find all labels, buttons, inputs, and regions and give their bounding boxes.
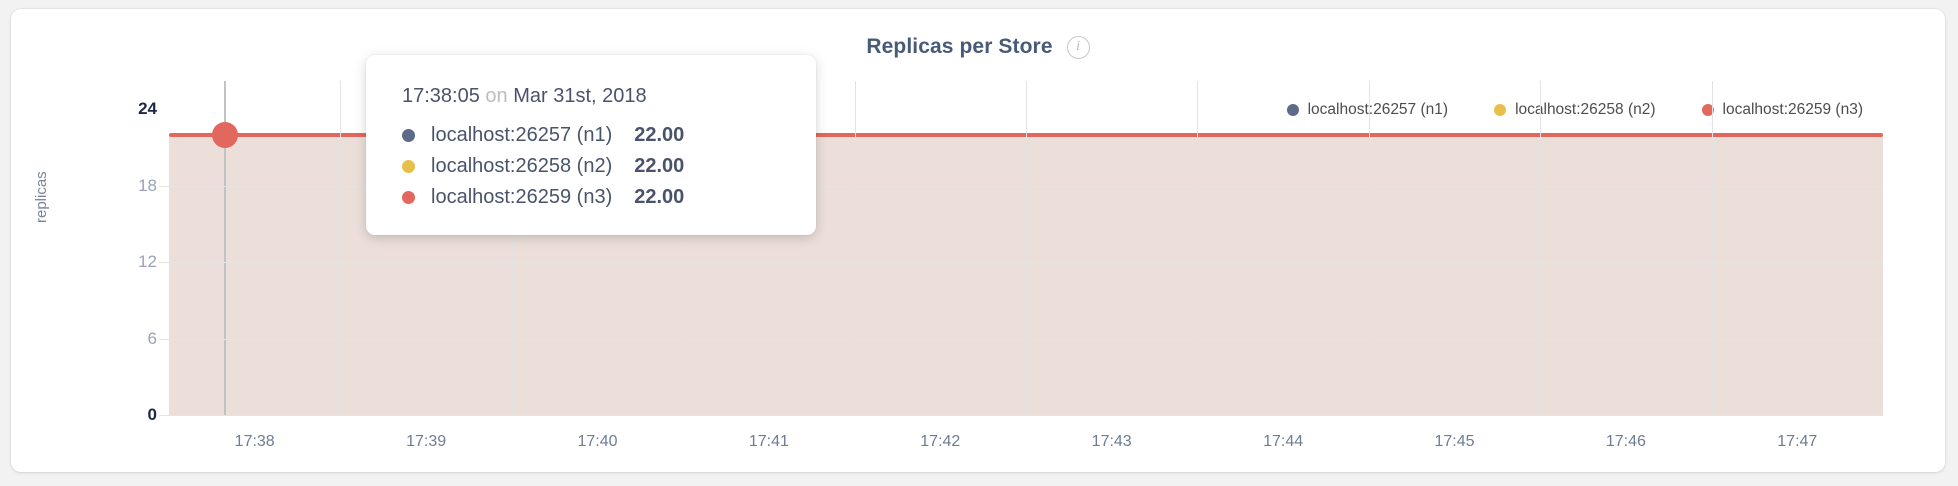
x-axis-tick-label: 17:47 — [1777, 433, 1818, 450]
x-axis-tick-label: 17:38 — [234, 433, 275, 450]
legend-item-label: localhost:26257 (n1) — [1307, 101, 1449, 118]
chart-legend: localhost:26257 (n1) localhost:26258 (n2)… — [1286, 101, 1863, 119]
legend-item[interactable]: localhost:26258 (n2) — [1494, 101, 1656, 119]
axis-baseline — [159, 415, 1883, 416]
gridline-vertical — [1711, 81, 1713, 415]
x-axis-tick-label: 17:44 — [1263, 433, 1304, 450]
legend-item-label: localhost:26258 (n2) — [1515, 101, 1656, 118]
gridline-vertical — [1026, 81, 1027, 415]
legend-item-label: localhost:26259 (n3) — [1722, 101, 1863, 118]
x-axis-tick-label: 17:39 — [406, 433, 447, 450]
tooltip-color-dot — [402, 191, 415, 204]
tooltip-color-dot — [402, 160, 415, 173]
x-axis-tick-label: 17:41 — [748, 433, 789, 450]
plot-wrapper: replicas 24 18 12 6 0 17:38 17:39 17:40 17:41 17… — [11, 9, 1945, 472]
tooltip-rows: localhost:26257 (n1) 22.00 localhost:26258… — [366, 120, 816, 213]
tooltip-row: localhost:26257 (n1) 22.00 — [366, 120, 816, 151]
y-axis-tick-label: 18 — [138, 175, 157, 195]
hover-tooltip: 17:38:05 on Mar 31st, 2018 localhost:262… — [366, 55, 816, 235]
tooltip-time: 17:38:05 — [402, 85, 480, 107]
tooltip-series-label: localhost:26257 (n1) — [431, 124, 613, 146]
gridline-horizontal — [159, 262, 1883, 263]
y-axis-tick-label: 6 — [147, 328, 157, 348]
tooltip-header: 17:38:05 on Mar 31st, 2018 — [366, 85, 816, 120]
x-axis-tick-label: 17:45 — [1434, 433, 1475, 450]
gridline-vertical — [1368, 81, 1370, 415]
gridline-vertical — [340, 81, 342, 415]
gridline-vertical — [1540, 81, 1542, 415]
y-axis-ticks: 24 18 12 6 0 — [77, 9, 157, 472]
legend-color-dot — [1701, 104, 1714, 116]
gridline-vertical — [511, 81, 513, 415]
tooltip-color-dot — [402, 129, 415, 142]
gridline-vertical — [1197, 81, 1199, 415]
hover-point-marker — [211, 121, 238, 148]
legend-item[interactable]: localhost:26259 (n3) — [1701, 101, 1863, 119]
tooltip-date: Mar 31st, 2018 — [513, 85, 647, 107]
x-axis-tick-label: 17:40 — [577, 433, 618, 450]
x-axis-tick-label: 17:42 — [920, 433, 961, 450]
legend-color-dot — [1286, 104, 1299, 116]
tooltip-series-value: 22.00 — [634, 155, 685, 177]
tooltip-series-value: 22.00 — [634, 186, 685, 208]
gridline-horizontal — [159, 338, 1883, 340]
chart-card: Replicas per Store i localhost:26257 (n1… — [11, 9, 1945, 472]
legend-item[interactable]: localhost:26257 (n1) — [1286, 101, 1449, 119]
legend-color-dot — [1494, 104, 1507, 116]
hover-guide-line — [223, 81, 226, 415]
gridline-vertical — [854, 81, 856, 415]
gridline-horizontal — [159, 185, 1883, 187]
y-axis-tick-label: 0 — [147, 405, 157, 424]
tooltip-series-label: localhost:26259 (n3) — [431, 186, 613, 208]
tooltip-on-word: on — [485, 85, 508, 107]
tooltip-row: localhost:26258 (n2) 22.00 — [366, 151, 816, 182]
y-axis-tick-label: 12 — [138, 252, 157, 271]
tooltip-row: localhost:26259 (n3) 22.00 — [366, 182, 816, 213]
y-axis-title: replicas — [33, 171, 50, 223]
x-axis-tick-label: 17:43 — [1091, 433, 1132, 450]
x-axis-tick-label: 17:46 — [1605, 433, 1646, 450]
y-axis-tick-label: 24 — [138, 99, 157, 118]
tooltip-series-label: localhost:26258 (n2) — [431, 155, 613, 177]
gridline-vertical — [683, 81, 685, 415]
tooltip-series-value: 22.00 — [634, 124, 685, 146]
